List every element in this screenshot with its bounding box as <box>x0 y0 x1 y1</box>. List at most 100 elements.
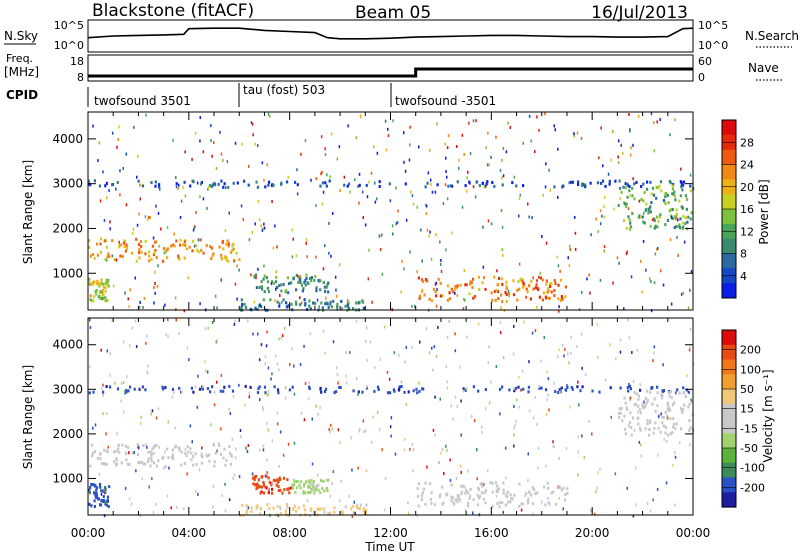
freq-plot <box>88 67 693 78</box>
colorbar-swatch <box>722 374 736 390</box>
colorbar-tick-label: 4 <box>740 270 747 283</box>
freq-tick-top: 18 <box>70 55 84 68</box>
colorbar-swatch <box>722 209 736 225</box>
date-label: 16/Jul/2013 <box>591 3 688 23</box>
colorbar-swatch <box>722 253 736 269</box>
cpid-segment-3: twofsound -3501 <box>395 94 496 108</box>
nave-tick-top: 60 <box>698 55 712 68</box>
colorbar-tick-label: 50 <box>740 383 754 396</box>
heatmap-region-3 <box>251 474 292 495</box>
heatmap-region-6 <box>416 481 569 509</box>
freq-series-line <box>88 67 693 78</box>
x-tick-label: 20:00 <box>575 526 610 540</box>
colorbar-tick-label: 200 <box>740 344 761 357</box>
colorbar-swatch <box>722 448 736 464</box>
colorbar-tick-label: 16 <box>740 203 754 216</box>
y-tick-label: 4000 <box>52 132 83 146</box>
colorbar-swatch <box>722 359 736 375</box>
x-axis-title: Time UT <box>364 540 415 554</box>
colorbar-swatch <box>722 238 736 254</box>
freq-unit-label: [MHz] <box>4 65 39 79</box>
beam-label: Beam 05 <box>355 3 431 23</box>
y-tick-label: 3000 <box>52 177 83 191</box>
velocity-y-axis-title: Slant Range [km] <box>21 365 35 469</box>
heatmap-region-3 <box>253 273 330 295</box>
velocity-colorbar-scale: 200 100 50 15 -15 -50 -100 -200 <box>721 329 765 508</box>
heatmap-region-7 <box>88 384 690 395</box>
nsky-panel: N.Sky 10^5 10^0 10^5 10^0 N.Search <box>4 19 799 53</box>
velocity-panel: 1000 2000 3000 4000 00:00 04:00 08:00 12:00 16:0… <box>21 317 710 554</box>
colorbar-tick-label: -50 <box>740 442 758 455</box>
nsky-series-line <box>87 27 694 40</box>
heatmap-region-4 <box>291 478 330 495</box>
colorbar-swatch <box>722 418 736 434</box>
colorbar-swatch <box>722 389 736 405</box>
power-y-axis-title: Slant Range [km] <box>21 160 35 264</box>
colorbar-tick-label: -15 <box>740 422 758 435</box>
heatmap-region-2 <box>88 482 111 509</box>
nsky-tick-top: 10^5 <box>54 19 84 32</box>
cpid-row: CPID twofsound 3501 tau (fost) 503 twofs… <box>6 83 496 108</box>
colorbar-swatch <box>722 149 736 165</box>
colorbar-swatch <box>722 164 736 180</box>
heatmap-scatter <box>88 112 694 313</box>
colorbar-swatch <box>722 344 736 361</box>
nave-label: Nave <box>748 61 779 75</box>
nsearch-tick-top: 10^5 <box>698 19 728 32</box>
nsky-tick-bottom: 10^0 <box>54 39 84 52</box>
x-tick-label: 04:00 <box>172 526 207 540</box>
nsearch-label: N.Search <box>745 29 799 43</box>
y-tick-label: 2000 <box>52 427 83 441</box>
velocity-colorbar-title: Velocity [m s⁻¹] <box>761 369 775 462</box>
colorbar-tick-label: 28 <box>740 136 754 149</box>
nsky-frame <box>87 19 694 53</box>
colorbar-tick-label: 15 <box>740 403 754 416</box>
heatmap-region-1 <box>88 237 241 263</box>
colorbar-swatch <box>722 403 736 420</box>
power-panel: 1000 2000 3000 4000 Slant Range [km] <box>21 111 695 313</box>
power-axes: 1000 2000 3000 4000 <box>52 112 694 310</box>
colorbar-tick-label: -200 <box>740 481 765 494</box>
nave-tick-bottom: 0 <box>698 71 705 84</box>
y-tick-label: 3000 <box>52 382 83 396</box>
heatmap-region-8 <box>618 389 695 437</box>
y-tick-label: 1000 <box>52 471 83 485</box>
colorbar-tick-label: 8 <box>740 248 747 261</box>
heatmap-region-5 <box>417 275 567 304</box>
colorbar-frame <box>721 329 737 508</box>
velocity-colorbar: 200 100 50 15 -15 -50 -100 -200 Velocity [m s⁻¹… <box>721 329 775 508</box>
velocity-frame <box>87 317 694 516</box>
nsearch-tick-bottom: 10^0 <box>698 39 728 52</box>
power-colorbar-scale: 28 24 20 16 12 8 4 <box>721 119 754 299</box>
colorbar-swatch <box>722 194 736 210</box>
colorbar-swatch <box>722 462 736 479</box>
power-colorbar: 28 24 20 16 12 8 4 Power [dB] <box>721 119 771 299</box>
nsky-plot <box>87 27 694 40</box>
heatmap-region-2 <box>88 277 110 303</box>
colorbar-swatch <box>722 330 736 346</box>
x-tick-label: 00:00 <box>71 526 106 540</box>
colorbar-tick-label: -100 <box>740 462 765 475</box>
colorbar-swatch <box>722 283 736 299</box>
freq-tick-bottom: 8 <box>77 71 84 84</box>
colorbar-swatch <box>722 120 736 136</box>
colorbar-tick-label: 24 <box>740 159 754 172</box>
x-tick-label: 12:00 <box>373 526 408 540</box>
y-tick-label: 4000 <box>52 338 83 352</box>
colorbar-swatch <box>722 433 736 449</box>
heatmap-region-1 <box>89 442 233 469</box>
cpid-segment-2: tau (fost) 503 <box>243 83 325 97</box>
x-tick-label: 08:00 <box>272 526 307 540</box>
colorbar-swatch <box>722 492 736 508</box>
colorbar-tick-label: 20 <box>740 181 754 194</box>
x-tick-label: 00:00 <box>676 526 711 540</box>
power-colorbar-title: Power [dB] <box>757 179 771 244</box>
heatmap-region-7 <box>617 184 695 231</box>
y-tick-label: 2000 <box>52 221 83 235</box>
colorbar-tick-label: 12 <box>740 225 754 238</box>
colorbar-tick-label: 100 <box>740 363 761 376</box>
nsky-label: N.Sky <box>4 29 38 43</box>
cpid-segment-1: twofsound 3501 <box>94 94 191 108</box>
velocity-axes: 1000 2000 3000 4000 00:00 04:00 08:00 12:00 16:0… <box>52 318 710 540</box>
